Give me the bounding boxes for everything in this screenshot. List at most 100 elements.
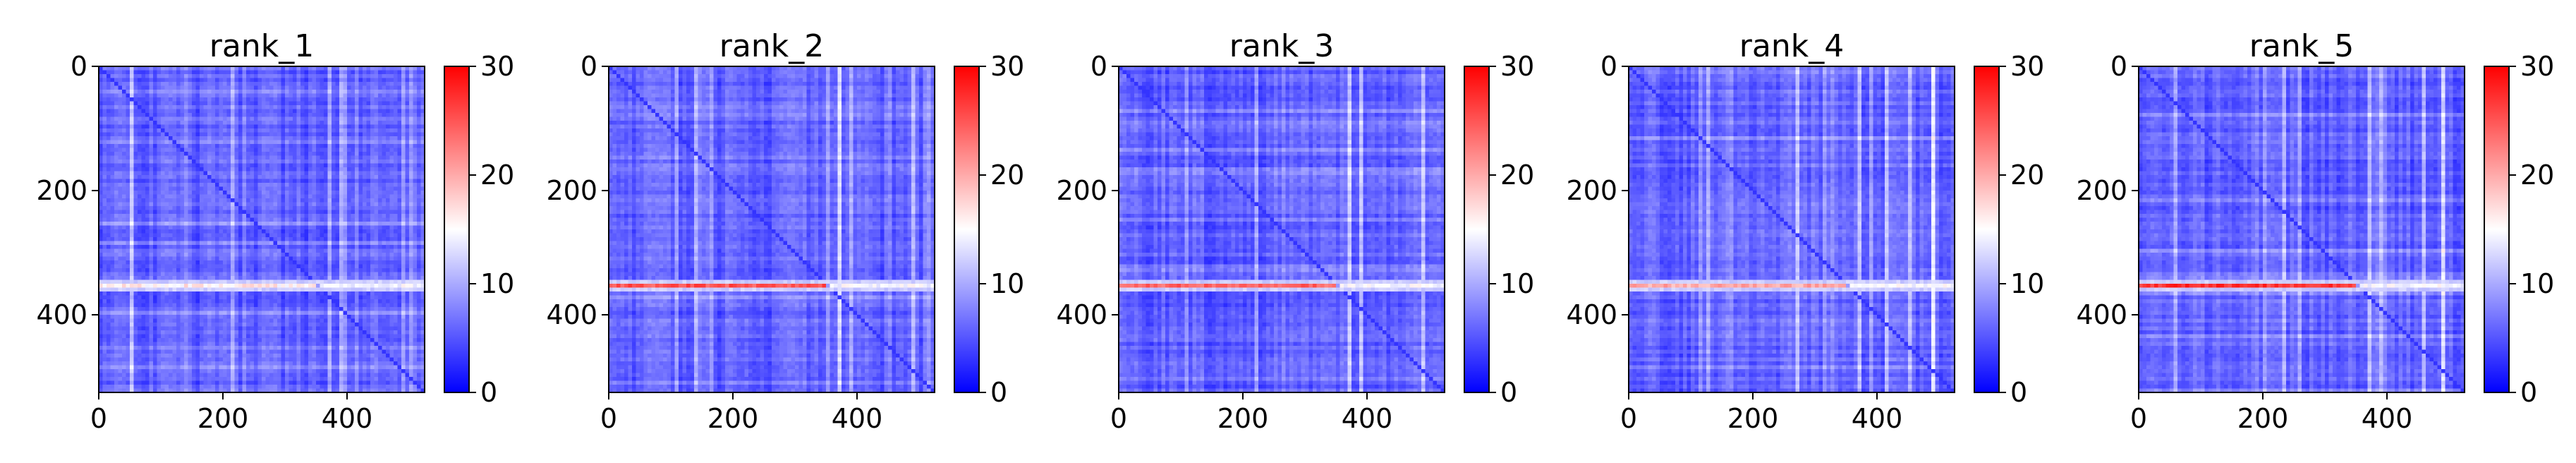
heatmap-cell (246, 156, 250, 160)
heatmap-cell (285, 113, 289, 117)
heatmap-cell (262, 191, 266, 195)
heatmap-cell (254, 237, 258, 241)
heatmap-cell (339, 78, 344, 83)
heatmap-cell (413, 229, 418, 234)
heatmap-cell (122, 78, 126, 83)
heatmap-cell (238, 117, 243, 121)
heatmap-cell (219, 179, 224, 184)
heatmap-cell (246, 121, 250, 125)
heatmap-cell (130, 78, 134, 83)
heatmap-cell (398, 71, 402, 75)
heatmap-cell (355, 218, 359, 222)
heatmap-cell (107, 117, 111, 121)
heatmap-cell (305, 257, 309, 261)
heatmap-cell (336, 160, 340, 164)
heatmap-cell (103, 226, 107, 230)
heatmap-cell (207, 187, 212, 191)
heatmap-cell (293, 284, 297, 288)
heatmap-cell (367, 90, 371, 94)
heatmap-cell (378, 214, 382, 218)
heatmap-cell (231, 249, 235, 253)
heatmap-cell (297, 229, 301, 234)
heatmap-cell (169, 97, 173, 102)
heatmap-cell (238, 226, 243, 230)
heatmap-cell (328, 222, 332, 226)
heatmap-cell (285, 144, 289, 148)
heatmap-cell (308, 133, 312, 137)
heatmap-cell (277, 222, 281, 226)
heatmap-cell (223, 82, 227, 86)
heatmap-cell (231, 128, 235, 133)
heatmap-cell (285, 195, 289, 199)
heatmap-cell (417, 198, 421, 203)
heatmap-cell (305, 117, 309, 121)
heatmap-cell (289, 272, 293, 277)
heatmap-cell (103, 82, 107, 86)
heatmap-cell (122, 260, 126, 265)
heatmap-cell (157, 218, 162, 222)
heatmap-cell (153, 276, 157, 280)
heatmap-cell (347, 222, 351, 226)
heatmap-cell (386, 245, 390, 249)
heatmap-cell (266, 291, 270, 296)
heatmap-cell (328, 237, 332, 241)
heatmap-cell (192, 187, 196, 191)
heatmap-cell (382, 291, 387, 296)
heatmap-cell (394, 128, 398, 133)
heatmap-cell (413, 90, 418, 94)
heatmap-cell (207, 74, 212, 78)
heatmap-cell (347, 167, 351, 172)
heatmap-cell (355, 140, 359, 145)
heatmap-cell (204, 133, 208, 137)
heatmap-cell (176, 102, 181, 106)
heatmap-cell (390, 125, 394, 129)
heatmap-cell (382, 206, 387, 210)
heatmap-cell (212, 234, 216, 238)
heatmap-cell (262, 222, 266, 226)
heatmap-cell (367, 121, 371, 125)
heatmap-cell (312, 241, 317, 246)
heatmap-cell (269, 82, 274, 86)
heatmap-cell (188, 109, 193, 114)
heatmap-cell (297, 245, 301, 249)
heatmap-cell (406, 288, 410, 292)
heatmap-cell (243, 148, 247, 152)
heatmap-cell (320, 276, 324, 280)
heatmap-cell (281, 128, 286, 133)
heatmap-cell (258, 94, 262, 98)
heatmap-cell (394, 203, 398, 207)
heatmap-cell (184, 117, 188, 121)
heatmap-cell (111, 144, 115, 148)
heatmap-cell (409, 82, 413, 86)
heatmap-cell (413, 183, 418, 187)
heatmap-cell (207, 288, 212, 292)
heatmap-cell (157, 148, 162, 152)
heatmap-cell (277, 109, 281, 114)
heatmap-cell (207, 234, 212, 238)
heatmap-cell (297, 218, 301, 222)
heatmap-cell (382, 125, 387, 129)
heatmap-cell (409, 128, 413, 133)
heatmap-cell (227, 74, 231, 78)
heatmap-cell (173, 172, 177, 176)
heatmap-cell (207, 78, 212, 83)
heatmap-cell (367, 260, 371, 265)
heatmap-cell (390, 179, 394, 184)
heatmap-cell (153, 144, 157, 148)
heatmap-cell (266, 160, 270, 164)
heatmap-cell (134, 280, 138, 284)
heatmap-cell (351, 203, 356, 207)
heatmap-cell (235, 125, 239, 129)
heatmap-cell (336, 280, 340, 284)
heatmap-cell (320, 253, 324, 257)
heatmap-cell (231, 102, 235, 106)
heatmap-cell (316, 175, 320, 179)
heatmap-cell (145, 167, 150, 172)
heatmap-cell (212, 140, 216, 145)
heatmap-cell (173, 164, 177, 168)
heatmap-cell (231, 234, 235, 238)
heatmap-cell (204, 214, 208, 218)
heatmap-cell (312, 206, 317, 210)
heatmap-cell (212, 82, 216, 86)
heatmap-cell (145, 296, 150, 300)
